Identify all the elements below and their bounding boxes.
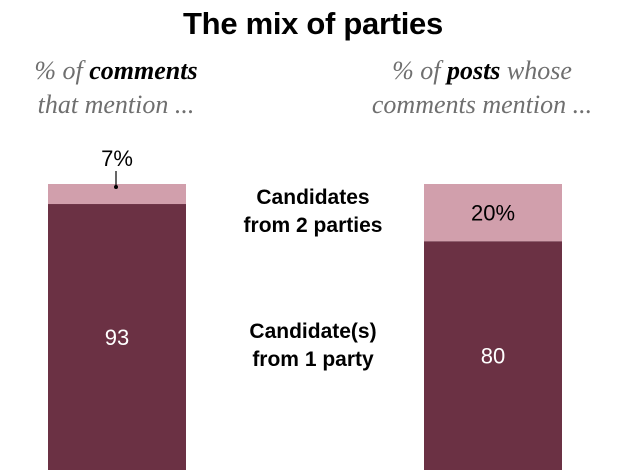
left-bar-one-party (48, 204, 186, 470)
right-subtitle: % of posts whose comments mention ... (338, 54, 626, 122)
right-subtitle-post: comments mention ... (371, 90, 593, 119)
left-subtitle-emph: comments (89, 56, 198, 85)
label-one-party-line1: Candidate(s) (249, 320, 377, 343)
right-bar-two-parties (424, 184, 562, 242)
label-one-party: Candidate(s) from 1 party (206, 318, 420, 374)
label-two-parties: Candidates from 2 parties (206, 184, 420, 240)
left-subtitle-post: that mention ... (37, 90, 195, 119)
left-subtitle: % of comments that mention ... (0, 54, 232, 122)
left-subtitle-pre: % of (34, 56, 90, 85)
left-label-two-parties: 7% (101, 146, 133, 171)
right-subtitle-mid: whose (500, 56, 572, 85)
label-one-party-line2: from 1 party (252, 348, 374, 371)
left-label-leader-dot (114, 185, 118, 189)
chart-title: The mix of parties (183, 6, 443, 41)
left-label-one-party: 93 (105, 325, 129, 350)
left-bar-two-parties (48, 184, 186, 205)
right-label-one-party: 80 (481, 344, 505, 369)
label-two-parties-line1: Candidates (256, 186, 370, 209)
right-subtitle-emph: posts (446, 56, 501, 85)
right-label-two-parties: 20% (471, 201, 515, 226)
right-bar-one-party (424, 241, 562, 470)
label-two-parties-line2: from 2 parties (243, 214, 383, 237)
right-subtitle-pre: % of (392, 56, 447, 85)
